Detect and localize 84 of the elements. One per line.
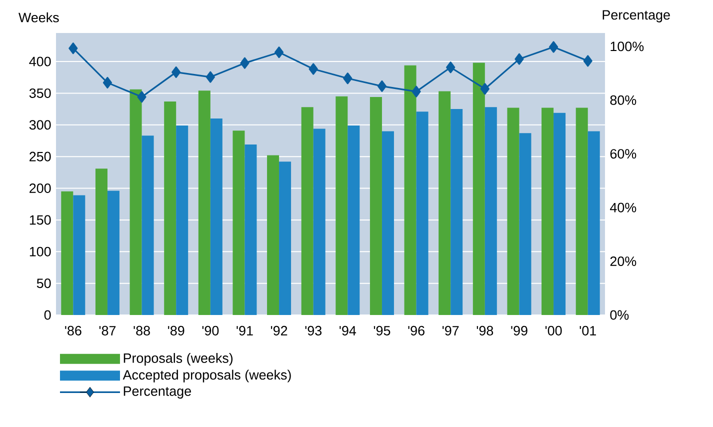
- point: [308, 63, 318, 75]
- bar: [73, 195, 86, 315]
- point: [240, 57, 250, 69]
- x-tick-label: '94: [340, 326, 356, 336]
- bar: [542, 108, 554, 315]
- x-tick-label: '92: [270, 326, 288, 336]
- bar: [336, 96, 348, 315]
- legend-label: Accepted proposals (weeks): [122, 370, 291, 382]
- bar: [313, 128, 326, 315]
- bar: [348, 126, 360, 315]
- y-axis-title: Weeks: [18, 12, 59, 22]
- y2-tick-label: 80%: [610, 95, 636, 105]
- point: [377, 80, 387, 92]
- point: [583, 55, 592, 67]
- y-tick-label: 350: [29, 88, 51, 98]
- y2-tick-label: 40%: [610, 202, 636, 212]
- x-tick-label: '87: [99, 326, 116, 336]
- x-tick-label: '97: [442, 326, 459, 336]
- bar: [164, 101, 176, 315]
- legend-label: Percentage: [124, 386, 191, 399]
- point: [137, 91, 146, 103]
- point: [172, 66, 181, 78]
- y-tick-label: 400: [29, 56, 51, 66]
- x-tick-label: '00: [545, 326, 562, 336]
- y2-tick-label: 20%: [610, 256, 636, 266]
- bar: [301, 107, 314, 315]
- x-tick-label: '01: [580, 326, 596, 336]
- y-tick-label: 150: [30, 215, 51, 225]
- bar: [438, 91, 451, 315]
- y-tick-label: 200: [30, 183, 51, 194]
- y-tick-label: 0: [44, 310, 51, 320]
- point: [206, 71, 215, 83]
- x-tick-label: '98: [476, 326, 494, 336]
- x-tick-label: '91: [236, 326, 253, 336]
- y2-tick-label: 60%: [610, 149, 636, 159]
- bar: [142, 136, 154, 315]
- bar: [576, 108, 588, 315]
- y2-tick-label: 0%: [610, 310, 629, 320]
- bar: [130, 89, 142, 315]
- bar: [279, 162, 292, 315]
- x-tick-label: '93: [305, 326, 322, 336]
- bar: [404, 65, 416, 315]
- bar: [232, 130, 245, 315]
- y-tick-label: 250: [30, 152, 51, 162]
- bar: [198, 90, 210, 315]
- x-tick-label: '90: [202, 326, 219, 336]
- point: [548, 41, 558, 53]
- x-tick-label: '96: [408, 326, 424, 336]
- bar: [244, 144, 257, 315]
- point: [68, 42, 78, 54]
- bar: [554, 112, 566, 315]
- bar: [416, 112, 428, 315]
- point: [514, 53, 524, 65]
- point: [102, 76, 112, 88]
- legend-label: Proposals (weeks): [124, 353, 233, 366]
- point: [412, 86, 421, 98]
- bar: [267, 155, 280, 315]
- point: [446, 62, 456, 74]
- bar: [588, 131, 600, 315]
- bar: [472, 62, 485, 315]
- bar: [382, 131, 394, 315]
- point: [480, 83, 490, 95]
- bar: [519, 133, 532, 315]
- bar: [107, 190, 120, 315]
- bar: [61, 191, 74, 315]
- x-tick-label: '95: [374, 326, 390, 336]
- x-tick-label: '88: [134, 326, 150, 336]
- bar: [450, 109, 463, 315]
- bar: [370, 97, 382, 315]
- bar: [484, 107, 497, 315]
- y2-tick-label: 100%: [610, 42, 644, 52]
- point: [274, 46, 284, 58]
- bar: [95, 168, 108, 315]
- y2-axis-title: Percentage: [602, 10, 670, 22]
- x-tick-label: '99: [511, 326, 528, 336]
- x-tick-label: '86: [65, 326, 82, 336]
- bar: [210, 118, 222, 315]
- bar: [507, 108, 520, 315]
- point: [343, 72, 352, 84]
- bar: [176, 126, 188, 315]
- y-tick-label: 100: [30, 246, 51, 256]
- y-tick-label: 50: [36, 278, 51, 288]
- x-tick-label: '89: [168, 326, 184, 336]
- y-tick-label: 300: [29, 120, 51, 130]
